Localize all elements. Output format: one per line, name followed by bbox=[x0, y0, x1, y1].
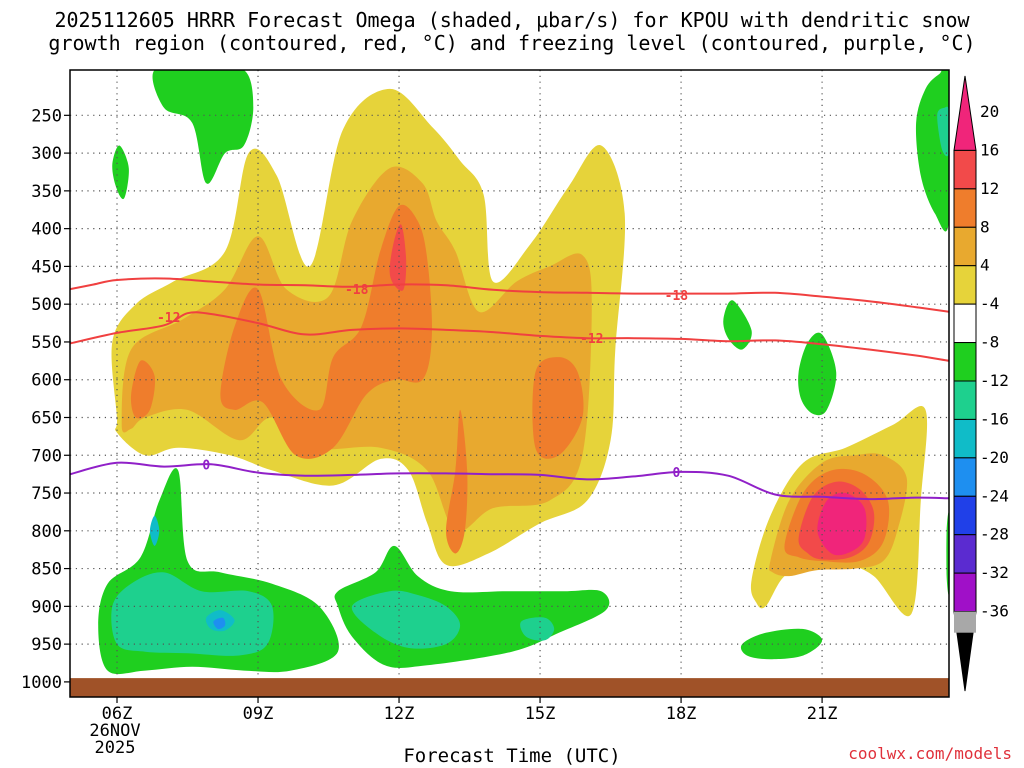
colorbar-swatch bbox=[954, 611, 976, 633]
colorbar-swatch bbox=[953, 418, 977, 459]
x-axis-label: Forecast Time (UTC) bbox=[403, 745, 621, 767]
omega-region-le-8 bbox=[111, 572, 274, 656]
ground-layer bbox=[70, 678, 949, 697]
y-tick-label: 1000 bbox=[21, 673, 62, 693]
colorbar-label: 16 bbox=[980, 140, 999, 159]
colorbar-swatch bbox=[953, 380, 977, 420]
contour-label: -18 bbox=[665, 289, 689, 304]
omega-region-ge16 bbox=[389, 224, 407, 291]
x-tick-label: 09Z bbox=[243, 704, 274, 724]
omega-region-ge12 bbox=[220, 204, 433, 459]
y-tick-label: 550 bbox=[31, 333, 62, 353]
colorbar-label: -28 bbox=[980, 525, 1009, 544]
x-tick-label: 06Z bbox=[102, 704, 133, 724]
omega-region-le-8 bbox=[937, 106, 949, 157]
y-tick-label: 400 bbox=[31, 220, 62, 240]
colorbar: 20 16 12 8 4 -4 -8 -12 -16 -20 -24 -28 -32 -36 bbox=[953, 75, 1009, 692]
colorbar-swatch bbox=[953, 534, 977, 574]
colorbar-label: -8 bbox=[980, 333, 999, 352]
omega-region-le-4 bbox=[723, 300, 752, 350]
colorbar-swatch bbox=[953, 226, 977, 267]
colorbar-label: -32 bbox=[980, 563, 1009, 582]
y-tick-label: 250 bbox=[31, 106, 62, 126]
colorbar-label: 8 bbox=[980, 217, 990, 236]
omega-region-ge20 bbox=[817, 492, 867, 556]
omega-region-ge12 bbox=[446, 409, 468, 554]
colorbar-swatch bbox=[953, 188, 977, 228]
contour-label: 0 bbox=[202, 458, 210, 473]
gridlines bbox=[70, 70, 949, 697]
omega-region-le-16 bbox=[213, 617, 226, 630]
chart-title-line-1: 2025112605 HRRR Forecast Omega (shaded, … bbox=[54, 8, 970, 32]
omega-region-le-4 bbox=[798, 332, 837, 416]
colorbar-label: -4 bbox=[980, 294, 999, 313]
x-tick-label: 18Z bbox=[666, 704, 697, 724]
colorbar-swatch bbox=[953, 149, 977, 190]
plot-frame bbox=[69, 69, 950, 698]
contour-0 bbox=[70, 461, 949, 501]
contour-label: -12 bbox=[580, 332, 603, 347]
omega-region-ge12 bbox=[532, 357, 584, 459]
y-tick-label: 750 bbox=[31, 484, 62, 504]
y-tick-label: 650 bbox=[31, 408, 62, 428]
colorbar-swatch bbox=[953, 572, 977, 613]
omega-region-le-12 bbox=[149, 515, 160, 546]
y-tick-label: 900 bbox=[31, 597, 62, 617]
y-tick-label: 300 bbox=[31, 144, 62, 164]
temperature-contours: -18 -18 -12 -12 0 0 bbox=[70, 277, 949, 501]
contour-label: 0 bbox=[672, 466, 680, 481]
ground-surface bbox=[70, 678, 949, 697]
colorbar-swatch bbox=[953, 303, 977, 344]
x-tick-label: 15Z bbox=[525, 704, 556, 724]
x-date-label: 26NOV bbox=[89, 721, 140, 741]
colorbar-label: -20 bbox=[980, 448, 1009, 467]
y-tick-label: 600 bbox=[31, 371, 62, 391]
colorbar-swatch bbox=[953, 265, 977, 305]
colorbar-label: -12 bbox=[980, 371, 1009, 390]
contour-label: -18 bbox=[345, 283, 369, 298]
omega-region-le-8 bbox=[351, 590, 461, 649]
colorbar-swatch bbox=[953, 75, 977, 151]
y-tick-label: 450 bbox=[31, 257, 62, 277]
y-tick-label: 700 bbox=[31, 446, 62, 466]
x-tick-label: 21Z bbox=[807, 704, 838, 724]
contour--12 bbox=[70, 311, 949, 362]
colorbar-label: -16 bbox=[980, 409, 1009, 428]
contour-label: -12 bbox=[157, 311, 180, 326]
colorbar-label: -24 bbox=[980, 486, 1009, 505]
omega-region-le-4 bbox=[112, 145, 129, 200]
omega-region-le-4 bbox=[152, 70, 254, 184]
omega-region-le-4 bbox=[740, 628, 823, 660]
contour--18 bbox=[70, 277, 949, 313]
x-tick-label: 12Z bbox=[384, 704, 415, 724]
colorbar-swatch bbox=[953, 495, 977, 536]
y-tick-label: 800 bbox=[31, 522, 62, 542]
colorbar-swatch bbox=[953, 457, 977, 497]
y-tick-label: 950 bbox=[31, 635, 62, 655]
y-tick-label: 350 bbox=[31, 182, 62, 202]
credit-link[interactable]: coolwx.com/models bbox=[848, 744, 1012, 763]
omega-region-le-8 bbox=[520, 617, 555, 641]
colorbar-label: 12 bbox=[980, 179, 999, 198]
y-tick-label: 850 bbox=[31, 560, 62, 580]
y-axis: 250 300 350 400 450 500 550 600 650 700 750 800 850 9… bbox=[21, 106, 70, 693]
colorbar-label: 20 bbox=[980, 102, 999, 121]
chart-title-line-2: growth region (contoured, red, °C) and f… bbox=[48, 31, 976, 55]
omega-region-ge12 bbox=[130, 360, 156, 419]
colorbar-swatch bbox=[953, 342, 977, 382]
colorbar-label: 4 bbox=[980, 256, 990, 275]
y-tick-label: 500 bbox=[31, 295, 62, 315]
colorbar-label: -36 bbox=[980, 602, 1009, 621]
x-date-label: 2025 bbox=[95, 738, 136, 758]
omega-shading bbox=[98, 70, 949, 675]
